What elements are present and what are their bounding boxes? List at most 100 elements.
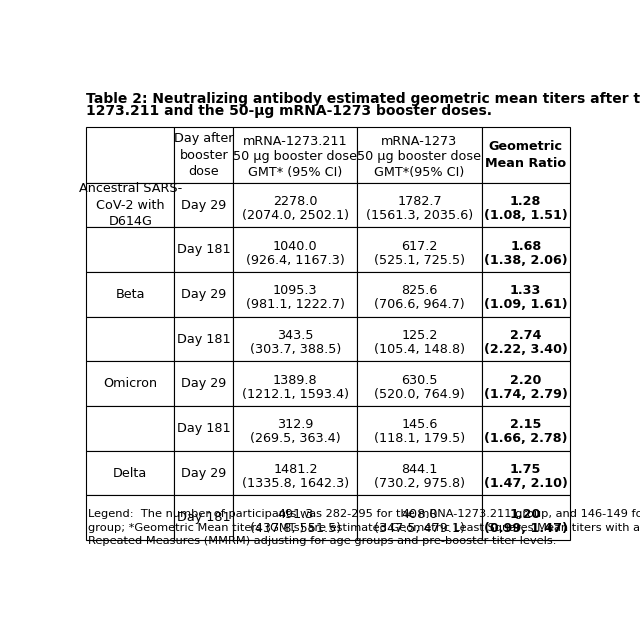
Bar	[175, 228, 233, 272]
Text: (1.47, 2.10): (1.47, 2.10)	[484, 477, 568, 490]
Bar	[175, 496, 233, 540]
Bar	[233, 317, 357, 361]
Text: (347.5, 479.1): (347.5, 479.1)	[374, 522, 465, 534]
Text: 1782.7: 1782.7	[397, 195, 442, 208]
Text: (1.74, 2.79): (1.74, 2.79)	[484, 388, 568, 401]
Text: Geometric
Mean Ratio: Geometric Mean Ratio	[485, 141, 566, 170]
Bar	[175, 272, 233, 317]
Text: (2.22, 3.40): (2.22, 3.40)	[484, 343, 568, 356]
Bar	[233, 272, 357, 317]
Text: Day 181: Day 181	[177, 243, 230, 256]
Text: Ancestral SARS-
CoV-2 with
D614G: Ancestral SARS- CoV-2 with D614G	[79, 182, 182, 228]
Bar	[357, 451, 481, 496]
Text: 491.3: 491.3	[277, 508, 314, 521]
Text: 145.6: 145.6	[401, 418, 438, 431]
Text: Day 29: Day 29	[181, 288, 227, 301]
Text: 50 µg booster dose: 50 µg booster dose	[358, 151, 481, 164]
Text: (2074.0, 2502.1): (2074.0, 2502.1)	[242, 209, 349, 222]
Text: (981.1, 1222.7): (981.1, 1222.7)	[246, 298, 345, 311]
Bar	[86, 317, 175, 361]
Text: 1.75: 1.75	[510, 463, 541, 476]
Bar	[357, 496, 481, 540]
Text: (520.0, 764.9): (520.0, 764.9)	[374, 388, 465, 401]
Text: Delta: Delta	[113, 467, 147, 479]
Text: Day 181: Day 181	[177, 422, 230, 435]
Bar	[86, 127, 175, 182]
Bar	[357, 182, 481, 228]
Text: (303.7, 388.5): (303.7, 388.5)	[250, 343, 341, 356]
Text: (1.38, 2.06): (1.38, 2.06)	[484, 254, 568, 267]
Text: Day 29: Day 29	[181, 467, 227, 479]
Text: (1.66, 2.78): (1.66, 2.78)	[484, 432, 568, 445]
Text: 1273.211 and the 50-µg mRNA-1273 booster doses.: 1273.211 and the 50-µg mRNA-1273 booster…	[86, 104, 492, 118]
Text: 1.33: 1.33	[510, 284, 541, 298]
Text: 617.2: 617.2	[401, 240, 438, 252]
Bar	[357, 317, 481, 361]
Bar	[233, 451, 357, 496]
Bar	[233, 127, 357, 182]
Text: mRNA-1273: mRNA-1273	[381, 135, 458, 148]
Text: 2.15: 2.15	[510, 418, 541, 431]
Text: Day 181: Day 181	[177, 511, 230, 524]
Bar	[481, 228, 570, 272]
Text: (730.2, 975.8): (730.2, 975.8)	[374, 477, 465, 490]
Text: 312.9: 312.9	[277, 418, 314, 431]
Text: (269.5, 363.4): (269.5, 363.4)	[250, 432, 340, 445]
Text: 408.0: 408.0	[401, 508, 438, 521]
Text: (105.4, 148.8): (105.4, 148.8)	[374, 343, 465, 356]
Text: GMT*(95% CI): GMT*(95% CI)	[374, 166, 465, 179]
Bar	[175, 406, 233, 451]
Bar	[481, 317, 570, 361]
Text: 2.74: 2.74	[510, 329, 541, 342]
Text: 1.28: 1.28	[510, 195, 541, 208]
Bar	[233, 496, 357, 540]
Bar	[481, 451, 570, 496]
Text: mRNA-1273.211: mRNA-1273.211	[243, 135, 348, 148]
Text: 1.20: 1.20	[510, 508, 541, 521]
Bar	[481, 496, 570, 540]
Bar	[86, 496, 175, 540]
Bar	[481, 182, 570, 228]
Text: (1561.3, 2035.6): (1561.3, 2035.6)	[366, 209, 473, 222]
Text: 844.1: 844.1	[401, 463, 438, 476]
Text: 1095.3: 1095.3	[273, 284, 317, 298]
Text: 1481.2: 1481.2	[273, 463, 317, 476]
Bar	[481, 361, 570, 406]
Bar	[481, 127, 570, 182]
Text: Table 2: Neutralizing antibody estimated geometric mean titers after the 50-µg m: Table 2: Neutralizing antibody estimated…	[86, 92, 640, 106]
Bar	[481, 272, 570, 317]
Bar	[86, 361, 175, 406]
Bar	[233, 182, 357, 228]
Text: (525.1, 725.5): (525.1, 725.5)	[374, 254, 465, 267]
Bar	[175, 182, 233, 228]
Bar	[357, 228, 481, 272]
Bar	[481, 406, 570, 451]
Text: Legend:  The number of participants was 282-295 for the mRNA-1273.211 group, and: Legend: The number of participants was 2…	[88, 509, 640, 546]
Text: Beta: Beta	[116, 288, 145, 301]
Bar	[357, 361, 481, 406]
Text: 1389.8: 1389.8	[273, 374, 317, 387]
Text: 630.5: 630.5	[401, 374, 438, 387]
Text: (1212.1, 1593.4): (1212.1, 1593.4)	[242, 388, 349, 401]
Text: 1.68: 1.68	[510, 240, 541, 252]
Text: 2.20: 2.20	[510, 374, 541, 387]
Text: Day 29: Day 29	[181, 378, 227, 390]
Text: 343.5: 343.5	[277, 329, 314, 342]
Text: (0.99, 1.47): (0.99, 1.47)	[484, 522, 568, 534]
Bar	[175, 317, 233, 361]
Text: (926.4, 1167.3): (926.4, 1167.3)	[246, 254, 345, 267]
Bar	[175, 127, 233, 182]
Text: 125.2: 125.2	[401, 329, 438, 342]
Bar	[175, 361, 233, 406]
Text: (1.09, 1.61): (1.09, 1.61)	[484, 298, 568, 311]
Text: Day 29: Day 29	[181, 199, 227, 212]
Bar	[233, 406, 357, 451]
Text: Omicron: Omicron	[103, 378, 157, 390]
Bar	[86, 272, 175, 317]
Bar	[86, 451, 175, 496]
Bar	[86, 228, 175, 272]
Text: (1.08, 1.51): (1.08, 1.51)	[484, 209, 568, 222]
Bar	[175, 451, 233, 496]
Bar	[357, 272, 481, 317]
Bar	[357, 406, 481, 451]
